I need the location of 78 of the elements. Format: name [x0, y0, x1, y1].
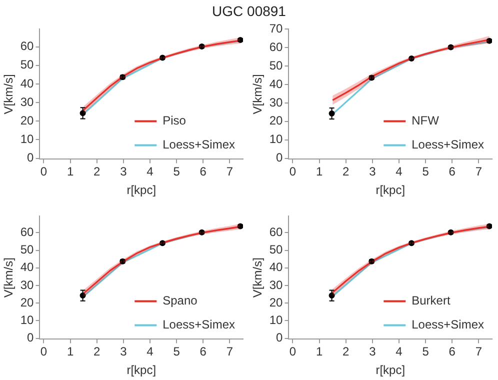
x-tick-label: 6	[448, 344, 456, 359]
legend-label: NFW	[412, 114, 440, 128]
x-tick-label: 5	[173, 164, 180, 179]
x-tick-label: 3	[369, 344, 376, 359]
legend-label: Piso	[162, 114, 186, 128]
y-tick-label: 60	[20, 39, 34, 54]
x-tick-label: 6	[200, 344, 207, 359]
y-tick-label: 10	[269, 313, 284, 328]
x-axis-title: r[kpc]	[376, 183, 406, 198]
y-tick-label: 60	[269, 225, 284, 240]
x-tick-label: 4	[146, 344, 154, 359]
x-axis-title: r[kpc]	[376, 363, 406, 378]
y-tick-label: 60	[269, 40, 284, 54]
y-tick-label: 0	[276, 330, 284, 345]
x-tick-label: 6	[200, 164, 207, 179]
y-tick-label: 0	[27, 330, 34, 345]
x-tick-label: 2	[342, 164, 350, 179]
x-tick-label: 1	[66, 344, 74, 359]
x-tick-label: 4	[396, 344, 403, 359]
y-tick-label: 60	[20, 225, 34, 240]
y-tick-label: 70	[269, 22, 284, 36]
y-tick-label: 20	[269, 114, 284, 128]
x-tick-label: 7	[226, 344, 234, 359]
x-tick-label: 7	[475, 344, 482, 359]
y-tick-label: 20	[269, 295, 284, 310]
y-tick-label: 30	[269, 278, 284, 292]
y-tick-label: 40	[269, 260, 284, 274]
x-tick-label: 4	[396, 164, 403, 179]
y-tick-label: 50	[20, 58, 34, 72]
y-axis-title: V[km/s]	[250, 74, 265, 114]
x-tick-label: 1	[66, 164, 74, 179]
x-tick-label: 7	[226, 164, 234, 179]
y-tick-label: 10	[269, 132, 284, 146]
x-tick-label: 3	[120, 344, 128, 359]
x-tick-label: 6	[448, 164, 456, 179]
y-tick-label: 50	[20, 242, 34, 257]
y-tick-label: 20	[20, 295, 34, 310]
legend-label: Loess+Simex	[412, 318, 484, 332]
y-tick-label: 50	[269, 242, 284, 257]
legend-label: Loess+Simex	[412, 138, 484, 152]
legend-label: Loess+Simex	[162, 138, 236, 152]
y-tick-label: 10	[20, 313, 34, 328]
y-axis-title: V[km/s]	[2, 258, 16, 298]
x-tick-label: 5	[422, 164, 430, 179]
x-tick-label: 0	[289, 344, 296, 359]
y-tick-label: 50	[269, 58, 284, 72]
x-tick-label: 0	[289, 164, 296, 179]
x-axis-title: r[kpc]	[126, 363, 156, 378]
x-tick-label: 2	[94, 164, 101, 179]
x-tick-label: 4	[146, 164, 154, 179]
y-tick-label: 0	[276, 150, 284, 165]
x-tick-label: 0	[40, 164, 48, 179]
y-axis-title: V[km/s]	[2, 74, 16, 114]
y-tick-label: 40	[269, 76, 284, 91]
y-tick-label: 20	[20, 113, 34, 128]
x-tick-label: 2	[94, 344, 101, 359]
x-tick-label: 5	[422, 344, 430, 359]
y-tick-label: 30	[269, 95, 284, 110]
x-tick-label: 1	[316, 344, 323, 359]
y-tick-label: 40	[20, 260, 34, 274]
y-tick-label: 10	[20, 132, 34, 146]
y-tick-label: 30	[20, 278, 34, 292]
x-tick-label: 1	[316, 164, 323, 179]
x-axis-title: r[kpc]	[126, 183, 156, 198]
x-tick-label: 5	[173, 344, 180, 359]
x-tick-label: 2	[342, 344, 350, 359]
y-tick-label: 40	[20, 76, 34, 90]
y-tick-label: 30	[20, 94, 34, 109]
x-tick-label: 0	[40, 344, 48, 359]
legend-label: Loess+Simex	[162, 318, 236, 332]
x-tick-label: 3	[369, 164, 376, 179]
legend-label: Spano	[162, 294, 198, 308]
chart-title: UGC 00891	[211, 2, 287, 20]
y-axis-title: V[km/s]	[250, 258, 265, 298]
legend-label: Burkert	[412, 294, 451, 308]
x-tick-label: 3	[120, 164, 128, 179]
x-tick-label: 7	[475, 164, 482, 179]
y-tick-label: 0	[27, 150, 34, 165]
